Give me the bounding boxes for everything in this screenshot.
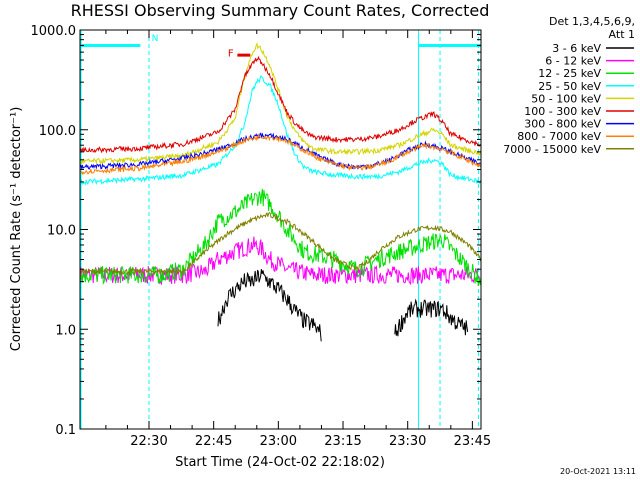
- y-tick-label: 1.0: [55, 323, 76, 338]
- x-tick-label: 23:45: [454, 434, 491, 449]
- legend-entry-label: 12 - 25 keV: [538, 67, 601, 80]
- series-line: [80, 212, 481, 276]
- y-tick-label: 100.0: [39, 124, 76, 139]
- x-tick-label: 23:30: [389, 434, 426, 449]
- chart-title: RHESSI Observing Summary Count Rates, Co…: [71, 1, 490, 20]
- series-line: [217, 269, 322, 342]
- x-axis-label: Start Time (24-Oct-02 22:18:02): [175, 455, 385, 470]
- series-line: [80, 236, 481, 286]
- y-tick-label: 10.0: [47, 224, 76, 239]
- footer-timestamp: 20-Oct-2021 13:11: [560, 467, 636, 476]
- series-line: [80, 132, 481, 170]
- legend-entry-label: 3 - 6 keV: [552, 42, 601, 55]
- legend-entry-label: 100 - 300 keV: [524, 105, 601, 118]
- legend-entry-label: 7000 - 15000 keV: [503, 143, 601, 156]
- y-axis-label: Corrected Count Rate (s⁻¹ detector⁻¹): [9, 107, 24, 352]
- x-tick-label: 22:45: [195, 434, 232, 449]
- legend-entry-label: 300 - 800 keV: [524, 118, 601, 131]
- series-line: [80, 75, 481, 186]
- legend-entry-label: 50 - 100 keV: [531, 92, 601, 105]
- y-tick-label: 0.1: [55, 423, 76, 438]
- flag-label-f: F: [228, 49, 234, 60]
- legend-subheader: Att 1: [609, 28, 635, 41]
- series-line: [80, 55, 481, 154]
- x-tick-label: 22:30: [130, 434, 167, 449]
- legend-entry-label: 6 - 12 keV: [545, 55, 601, 68]
- series-line: [394, 298, 469, 337]
- series-line: [80, 133, 481, 176]
- legend-entry-label: 800 - 7000 keV: [517, 130, 601, 143]
- series-line: [80, 188, 481, 287]
- y-tick-label: 1000.0: [31, 24, 77, 39]
- flag-label-n: N: [152, 34, 159, 44]
- legend-header: Det 1,3,4,5,6,9,: [549, 15, 635, 28]
- x-tick-label: 23:00: [260, 434, 297, 449]
- plot-frame: [79, 29, 482, 430]
- x-tick-label: 23:15: [324, 434, 361, 449]
- legend-entry-label: 25 - 50 keV: [538, 80, 601, 93]
